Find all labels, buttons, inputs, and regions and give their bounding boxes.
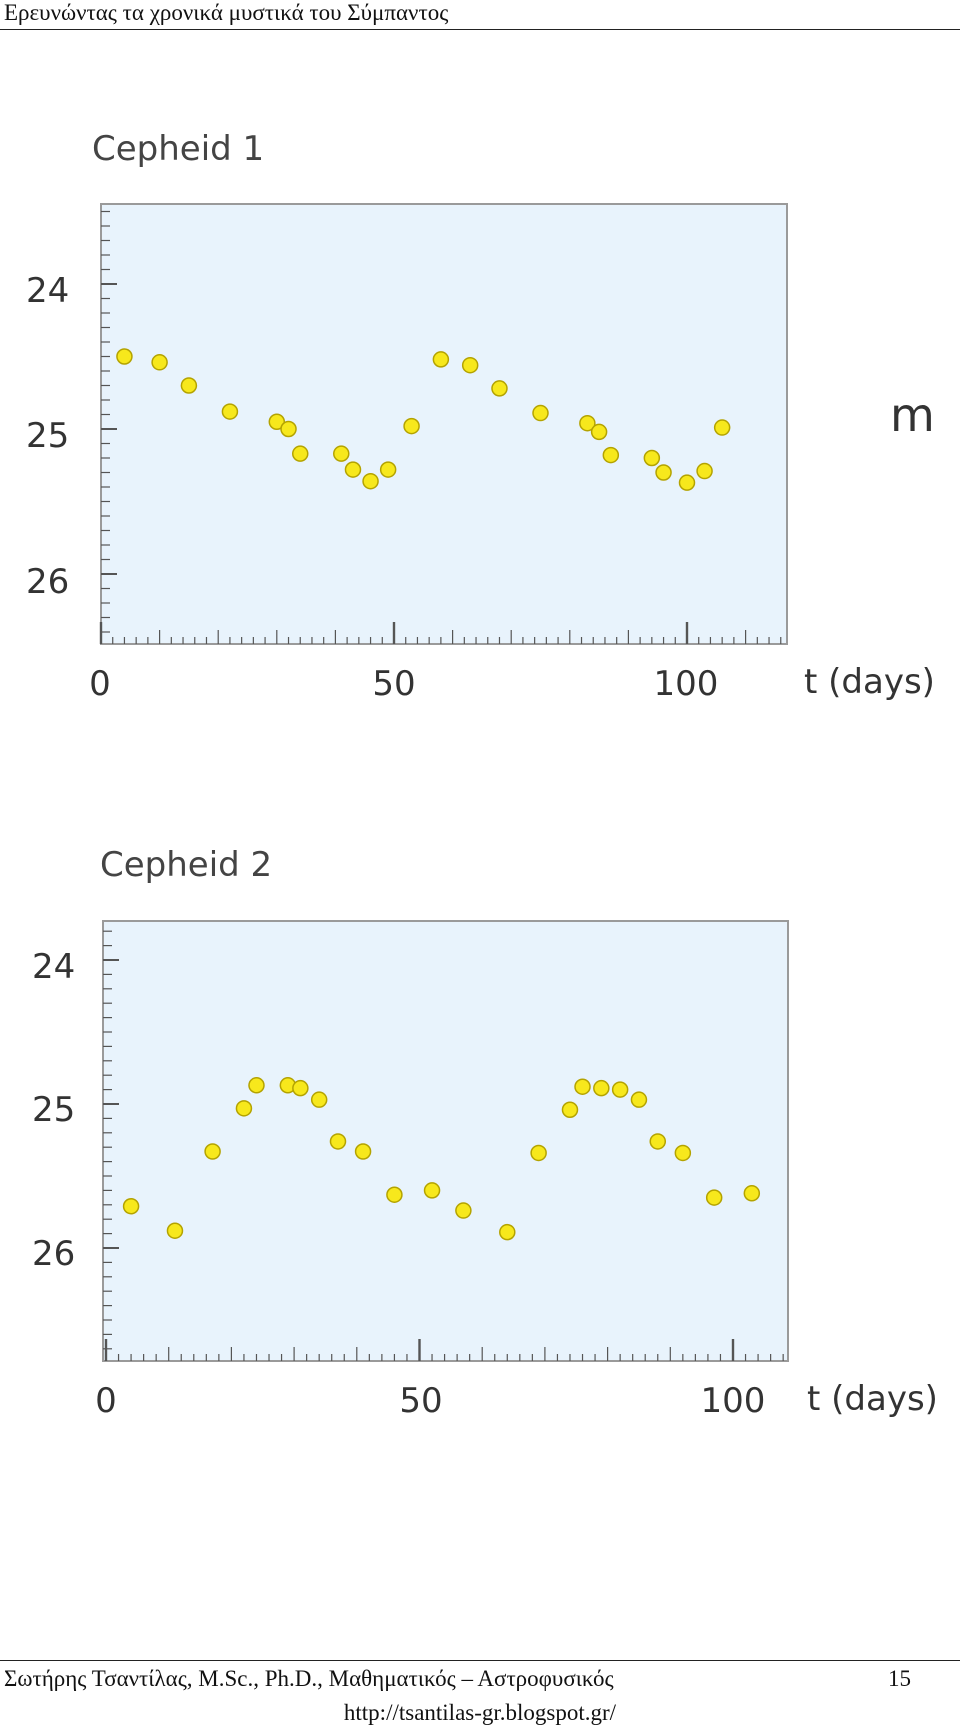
- data-point: [696, 462, 713, 480]
- data-point: [116, 348, 133, 365]
- data-point: [602, 446, 620, 464]
- data-point: [180, 377, 198, 394]
- data-point: [235, 1100, 253, 1117]
- data-point: [423, 1182, 441, 1199]
- data-point: [280, 420, 297, 438]
- data-point: [362, 472, 379, 490]
- cepheid-2-x-axis-label: t (days): [807, 1379, 938, 1419]
- data-point: [344, 461, 362, 478]
- data-point: [455, 1202, 472, 1219]
- cepheid-1-plot-area: [100, 203, 788, 645]
- data-point: [204, 1143, 221, 1160]
- data-point: [379, 461, 397, 478]
- cepheid-2-x-tick-label: 0: [95, 1381, 117, 1421]
- footer-divider: [0, 1660, 960, 1661]
- cepheid-2-y-tick-label: 25: [32, 1090, 75, 1130]
- data-point: [354, 1143, 372, 1160]
- data-point: [678, 474, 696, 491]
- page-header-title: Ερευνώντας τα χρονικά μυστικά του Σύμπαν…: [4, 0, 449, 25]
- cepheid-1-chart: Cepheid 1 24 25 26 0 50 100 t (days) m: [26, 129, 935, 704]
- data-point: [221, 403, 239, 420]
- cepheid-1-x-tick-label: 100: [654, 664, 719, 704]
- data-point: [579, 414, 596, 432]
- data-point: [532, 404, 549, 422]
- data-point: [499, 1223, 516, 1241]
- data-point: [674, 1144, 692, 1162]
- cepheid-2-x-tick-label: 50: [399, 1381, 442, 1421]
- data-point: [643, 449, 661, 467]
- data-point: [705, 1189, 723, 1206]
- cepheid-2-x-tick-label: 100: [701, 1381, 766, 1421]
- cepheid-1-points: [116, 348, 731, 491]
- data-point: [122, 1197, 140, 1215]
- cepheid-2-y-tick-label: 26: [32, 1234, 75, 1274]
- cepheid-1-y-tick-label: 25: [26, 416, 69, 456]
- data-point: [151, 354, 168, 371]
- cepheid-1-y-axis-label: m: [890, 388, 935, 442]
- data-point: [292, 1079, 309, 1097]
- data-point: [574, 1078, 591, 1095]
- data-point: [248, 1077, 265, 1094]
- data-point: [461, 356, 479, 374]
- data-point: [590, 423, 608, 441]
- data-point: [561, 1101, 579, 1119]
- data-point: [655, 464, 672, 481]
- cepheid-2-chart: Cepheid 2 24 25 26 0 50 100 t (days): [32, 845, 938, 1421]
- cepheid-1-title: Cepheid 1: [92, 129, 264, 169]
- data-point: [432, 351, 450, 368]
- cepheid-1-x-tick-label: 0: [89, 664, 111, 704]
- data-point: [593, 1079, 610, 1097]
- data-point: [743, 1185, 761, 1202]
- footer-author: Σωτήρης Τσαντίλας, M.Sc., Ph.D., Μαθηματ…: [4, 1666, 614, 1691]
- cepheid-1-x-axis-label: t (days): [804, 662, 935, 702]
- cepheid-1-x-tick-label: 50: [372, 664, 415, 704]
- data-point: [268, 413, 286, 430]
- cepheid-2-y-tick-label: 24: [32, 947, 75, 987]
- data-point: [530, 1144, 547, 1162]
- cepheid-1-y-tick-label: 24: [26, 271, 69, 311]
- cepheid-2-plot-area: [102, 920, 789, 1362]
- data-point: [491, 380, 508, 397]
- cepheid-2-x-ticks: [104, 1339, 784, 1361]
- cepheid-1-y-tick-label: 26: [26, 562, 69, 602]
- data-point: [333, 445, 350, 462]
- data-point: [310, 1091, 328, 1108]
- data-point: [291, 445, 309, 462]
- cepheid-2-title: Cepheid 2: [100, 845, 272, 885]
- cepheid-2-y-ticks: [103, 930, 119, 1350]
- data-point: [713, 419, 731, 436]
- cepheid-2-points: [122, 1077, 761, 1241]
- data-point: [386, 1186, 403, 1203]
- page-number: 15: [888, 1666, 911, 1691]
- header-divider: [0, 29, 960, 30]
- data-point: [611, 1081, 629, 1098]
- data-point: [329, 1133, 347, 1150]
- cepheid-1-x-ticks: [99, 622, 782, 644]
- data-point: [649, 1133, 667, 1150]
- data-point: [166, 1222, 184, 1239]
- data-point: [630, 1091, 648, 1108]
- footer-url: http://tsantilas-gr.blogspot.gr/: [343, 1700, 617, 1725]
- data-point: [403, 417, 420, 435]
- cepheid-1-y-ticks: [101, 210, 117, 633]
